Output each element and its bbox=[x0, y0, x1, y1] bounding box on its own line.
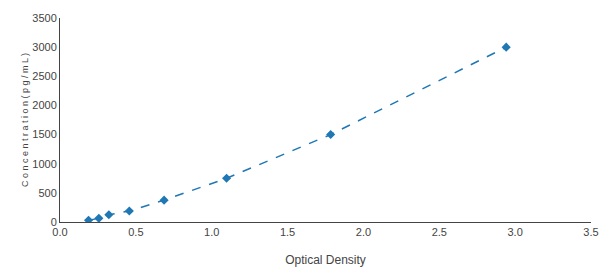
svg-text:2000: 2000 bbox=[32, 99, 56, 111]
svg-text:2.0: 2.0 bbox=[356, 226, 371, 238]
svg-text:3.5: 3.5 bbox=[583, 226, 598, 238]
svg-text:500: 500 bbox=[38, 187, 56, 199]
svg-text:3.0: 3.0 bbox=[507, 226, 522, 238]
svg-text:1500: 1500 bbox=[32, 128, 56, 140]
svg-text:1.5: 1.5 bbox=[280, 226, 295, 238]
svg-text:1000: 1000 bbox=[32, 158, 56, 170]
svg-text:3500: 3500 bbox=[32, 12, 56, 24]
svg-text:C o n c e n t r a t i o n ( p: C o n c e n t r a t i o n ( p g / m L ) bbox=[20, 53, 30, 187]
svg-text:2.5: 2.5 bbox=[432, 226, 447, 238]
svg-text:2500: 2500 bbox=[32, 70, 56, 82]
svg-text:0: 0 bbox=[51, 216, 57, 228]
svg-text:0.0: 0.0 bbox=[52, 226, 67, 238]
svg-text:3000: 3000 bbox=[32, 41, 56, 53]
svg-text:0.5: 0.5 bbox=[128, 226, 143, 238]
svg-text:1.0: 1.0 bbox=[204, 226, 219, 238]
svg-text:Optical Density: Optical Density bbox=[285, 253, 366, 267]
